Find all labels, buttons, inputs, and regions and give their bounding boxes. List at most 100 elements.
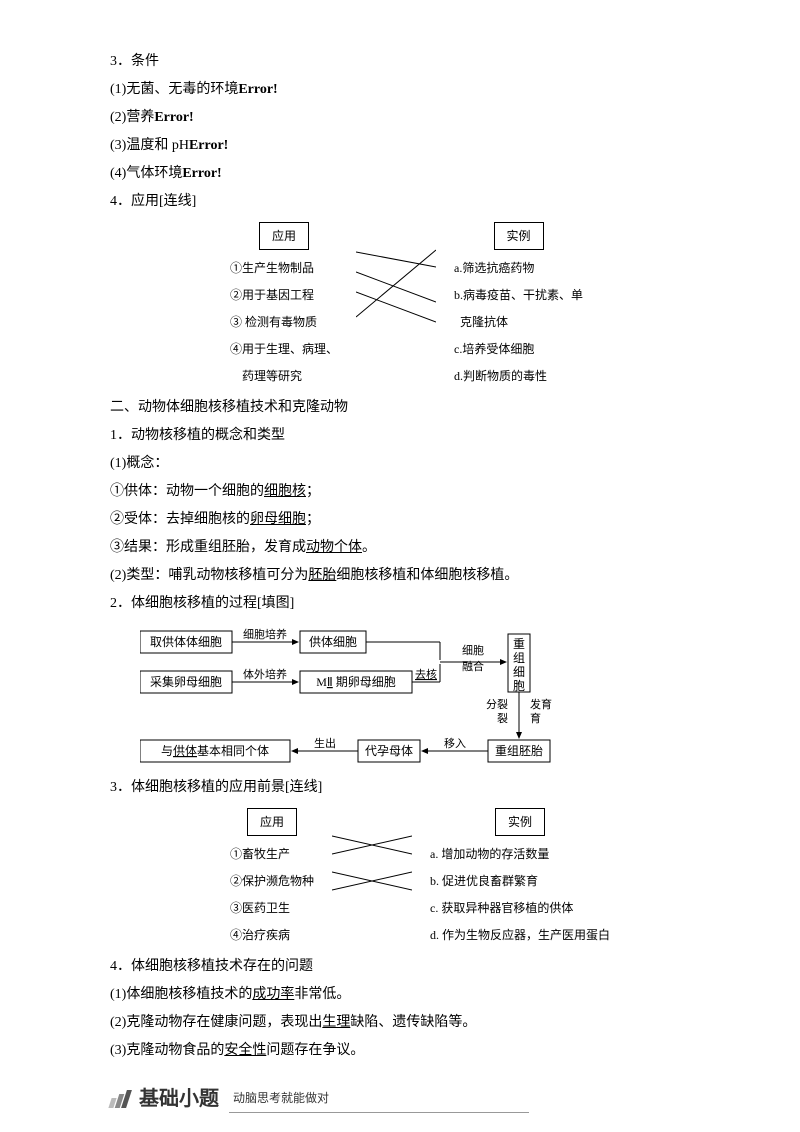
- match2-r1: b. 促进优良畜群繁育: [430, 869, 610, 893]
- s3-title: 3．条件: [110, 48, 710, 76]
- s4-title: 4．应用[连线]: [110, 188, 710, 216]
- s3-e2: Error!: [154, 110, 193, 125]
- match1-r0: a.筛选抗癌药物: [454, 256, 583, 280]
- p1-i1c: ；: [306, 484, 320, 499]
- p1-i0: (1)概念：: [110, 450, 710, 478]
- svg-text:育: 育: [530, 711, 541, 725]
- svg-text:重: 重: [513, 637, 525, 651]
- p1-i2c: ；: [306, 512, 320, 527]
- section-badge: 基础小题 动脑思考就能做对: [110, 1079, 710, 1119]
- p1-i4b: 胚胎: [308, 568, 336, 583]
- svg-text:移入: 移入: [444, 737, 466, 750]
- match2-l3: ④治疗疾病: [230, 923, 314, 947]
- match1-r2: 克隆抗体: [454, 310, 583, 334]
- svg-text:细胞培养: 细胞培养: [243, 627, 287, 641]
- match1-r4: d.判断物质的毒性: [454, 364, 583, 388]
- svg-text:取供体体细胞: 取供体体细胞: [150, 635, 222, 649]
- p4-i2c: 缺陷、遗传缺陷等。: [350, 1015, 476, 1030]
- s3-e3: Error!: [189, 138, 228, 153]
- match1-l4: 药理等研究: [230, 364, 338, 388]
- p1-i1: ①供体：动物一个细胞的细胞核；: [110, 478, 710, 506]
- p3-title: 3．体细胞核移植的应用前景[连线]: [110, 774, 710, 802]
- svg-text:胞: 胞: [513, 679, 525, 693]
- p4-i3b: 安全性: [224, 1043, 266, 1058]
- p1-i3a: ③结果：形成重组胚胎，发育成: [110, 540, 306, 555]
- s3-e4: Error!: [182, 166, 221, 181]
- match1-lines: [356, 222, 436, 332]
- match2-left-head: 应用: [247, 808, 297, 836]
- s3-i1-t: (1)无菌、无毒的环境: [110, 82, 238, 97]
- p4-i3a: (3)克隆动物食品的: [110, 1043, 224, 1058]
- h2: 二、动物体细胞核移植技术和克隆动物: [110, 394, 710, 422]
- match1-l1: ②用于基因工程: [230, 283, 338, 307]
- svg-text:重组胚胎: 重组胚胎: [495, 744, 543, 758]
- svg-text:代孕母体: 代孕母体: [365, 744, 413, 758]
- svg-text:体外培养: 体外培养: [243, 667, 287, 681]
- p4-i1c: 非常低。: [294, 987, 350, 1002]
- match1-r1: b.病毒疫苗、干扰素、单: [454, 283, 583, 307]
- svg-text:生出: 生出: [314, 736, 336, 750]
- match2-r3: d. 作为生物反应器，生产医用蛋白: [430, 923, 610, 947]
- s3-i4: (4)气体环境Error!: [110, 160, 710, 188]
- p4-i1a: (1)体细胞核移植技术的: [110, 987, 252, 1002]
- s3-i2: (2)营养Error!: [110, 104, 710, 132]
- p4-i3c: 问题存在争议。: [266, 1043, 364, 1058]
- svg-text:发育: 发育: [530, 697, 552, 711]
- match2-l1: ②保护濒危物种: [230, 869, 314, 893]
- p1-i1a: ①供体：动物一个细胞的: [110, 484, 264, 499]
- s3-i3-t: (3)温度和 pH: [110, 138, 189, 153]
- svg-text:分裂: 分裂: [486, 698, 508, 711]
- p4-title: 4．体细胞核移植技术存在的问题: [110, 953, 710, 981]
- match1-l0: ①生产生物制品: [230, 256, 338, 280]
- p4-i1b: 成功率: [252, 987, 294, 1002]
- svg-text:细胞: 细胞: [462, 644, 484, 657]
- p4-i3: (3)克隆动物食品的安全性问题存在争议。: [110, 1037, 710, 1065]
- svg-text:去核: 去核: [415, 667, 437, 681]
- match2-lines: [332, 808, 412, 903]
- p4-i2: (2)克隆动物存在健康问题，表现出生理缺陷、遗传缺陷等。: [110, 1009, 710, 1037]
- match1-right-head: 实例: [494, 222, 544, 250]
- p1-i3: ③结果：形成重组胚胎，发育成动物个体。: [110, 534, 710, 562]
- svg-text:MⅡ 期卵母细胞: MⅡ 期卵母细胞: [316, 675, 396, 689]
- badge-title: 基础小题: [139, 1079, 219, 1119]
- stripe-icon: [110, 1090, 129, 1108]
- s3-e1: Error!: [238, 82, 277, 97]
- match1-left-head: 应用: [259, 222, 309, 250]
- s3-i4-t: (4)气体环境: [110, 166, 182, 181]
- p4-i1: (1)体细胞核移植技术的成功率非常低。: [110, 981, 710, 1009]
- match2-r0: a. 增加动物的存活数量: [430, 842, 610, 866]
- match1-l3: ④用于生理、病理、: [230, 337, 338, 361]
- p1-i3b: 动物个体: [306, 540, 362, 555]
- svg-text:供体细胞: 供体细胞: [309, 635, 357, 649]
- p1-i2a: ②受体：去掉细胞核的: [110, 512, 250, 527]
- flowchart: 取供体体细胞 细胞培养 供体细胞 采集卵母细胞 体外培养 MⅡ 期卵母细胞 去核…: [140, 626, 710, 766]
- p4-i2a: (2)克隆动物存在健康问题，表现出: [110, 1015, 322, 1030]
- svg-text:采集卵母细胞: 采集卵母细胞: [150, 674, 222, 689]
- s3-i1: (1)无菌、无毒的环境Error!: [110, 76, 710, 104]
- s3-i3: (3)温度和 pHError!: [110, 132, 710, 160]
- p1-i4c: 细胞核移植和体细胞核移植。: [336, 568, 518, 583]
- match2-r2: c. 获取异种器官移植的供体: [430, 896, 610, 920]
- p1-i4a: (2)类型：哺乳动物核移植可分为: [110, 568, 308, 583]
- svg-text:融合: 融合: [462, 659, 484, 673]
- badge-sub: 动脑思考就能做对: [229, 1086, 529, 1113]
- svg-text:组: 组: [513, 651, 525, 665]
- p1-i3c: 。: [362, 540, 376, 555]
- match1-l2: ③ 检测有毒物质: [230, 310, 338, 334]
- match2-diagram: 应用 ①畜牧生产 ②保护濒危物种 ③医药卫生 ④治疗疾病 实例 a. 增加动物的…: [230, 808, 710, 947]
- p1-title: 1．动物核移植的概念和类型: [110, 422, 710, 450]
- match1-diagram: 应用 ①生产生物制品 ②用于基因工程 ③ 检测有毒物质 ④用于生理、病理、 药理…: [230, 222, 710, 388]
- svg-text:细: 细: [513, 665, 525, 679]
- match2-l2: ③医药卫生: [230, 896, 314, 920]
- s3-i2-t: (2)营养: [110, 110, 154, 125]
- match2-right-head: 实例: [495, 808, 545, 836]
- p2-title: 2．体细胞核移植的过程[填图]: [110, 590, 710, 618]
- match2-l0: ①畜牧生产: [230, 842, 314, 866]
- p1-i1b: 细胞核: [264, 484, 306, 499]
- p1-i2b: 卵母细胞: [250, 512, 306, 527]
- svg-text:裂: 裂: [497, 712, 508, 725]
- p1-i2: ②受体：去掉细胞核的卵母细胞；: [110, 506, 710, 534]
- match1-r3: c.培养受体细胞: [454, 337, 583, 361]
- p4-i2b: 生理: [322, 1015, 350, 1030]
- svg-text:与供体基本相同个体: 与供体基本相同个体: [161, 744, 269, 758]
